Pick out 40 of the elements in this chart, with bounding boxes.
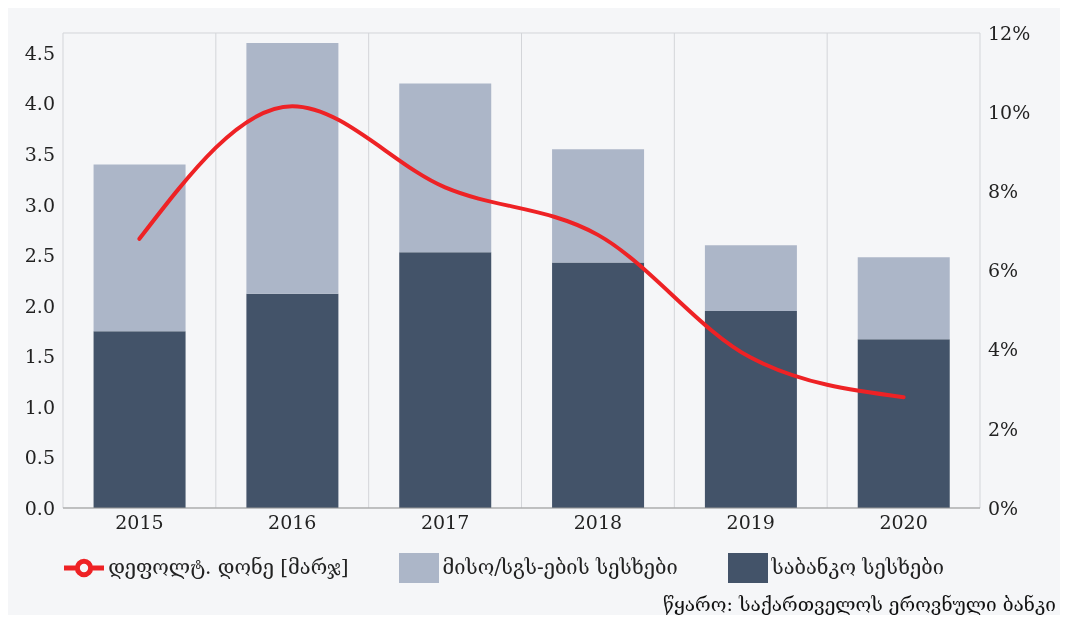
y-tick-label: 4.0 (24, 92, 55, 115)
y2-tick-label: 4% (988, 338, 1019, 361)
bar (246, 293, 339, 508)
x-tick-label: 2020 (879, 511, 928, 534)
legend-label: საბანკო სესხები (771, 554, 944, 579)
y2-tick-label: 10% (988, 100, 1031, 123)
legend-label: დეფოლტ. დონე [მარჯ] (108, 554, 349, 579)
y-tick-label: 4.5 (24, 41, 55, 64)
y-tick-label: 0.5 (24, 446, 55, 469)
y2-tick-label: 8% (988, 180, 1019, 203)
x-tick-label: 2018 (573, 511, 623, 534)
text: წყარო: საქართველოს ეროვნული ბანკი (662, 593, 1057, 615)
bar (704, 245, 797, 311)
bar (246, 43, 339, 294)
y-tick-label: 2.5 (24, 244, 55, 267)
y-tick-label: 3.5 (24, 143, 55, 166)
y-tick-label: 1.5 (24, 345, 55, 368)
x-tick-label: 2017 (420, 511, 470, 534)
y-tick-label: 2.0 (24, 294, 55, 317)
y-tick-label: 3.0 (24, 193, 55, 216)
bar (857, 339, 950, 508)
y2-tick-label: 6% (988, 259, 1019, 282)
x-tick-label: 2015 (115, 511, 164, 534)
bar (552, 262, 645, 508)
x-tick-label: 2016 (268, 511, 317, 534)
y-tick-label: 0.0 (24, 496, 55, 519)
legend-label: მისო/სგს-ების სესხები (442, 554, 678, 579)
bar (399, 252, 492, 508)
bar (93, 331, 186, 508)
y2-tick-label: 0% (988, 496, 1019, 519)
x-tick-label: 2019 (726, 511, 775, 534)
bar (857, 257, 950, 340)
line-series (137, 104, 906, 400)
bar (93, 164, 186, 332)
bar (552, 149, 645, 263)
bar (399, 83, 492, 253)
bar (704, 310, 797, 508)
y-tick-label: 1.0 (24, 395, 55, 418)
y2-tick-label: 2% (988, 417, 1019, 440)
y2-tick-label: 12% (988, 21, 1031, 44)
